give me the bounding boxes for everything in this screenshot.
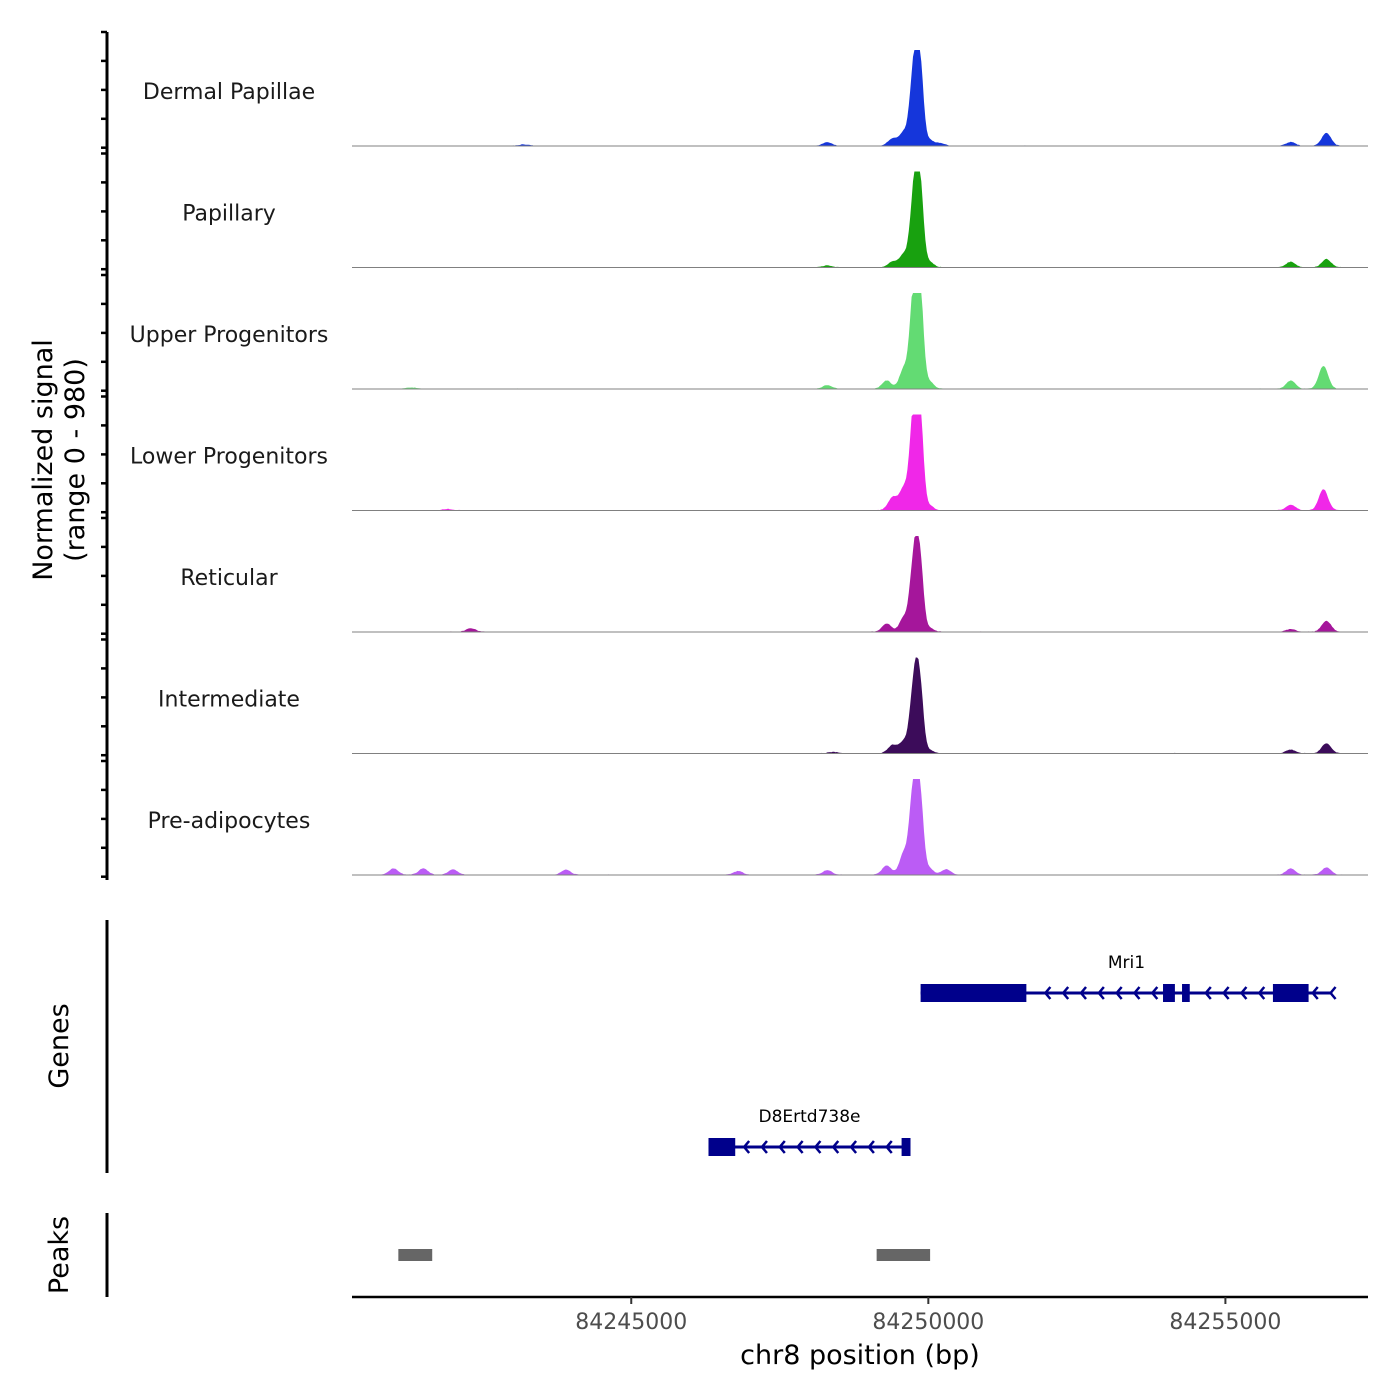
strand-arrow	[1204, 986, 1212, 1000]
track-label: Pre-adipocytes	[148, 809, 311, 834]
y-axis-title: Normalized signal (range 0 - 980)	[28, 339, 91, 581]
track-dermal-papillae: Dermal Papillae	[143, 50, 1368, 147]
track-label: Papillary	[182, 202, 276, 227]
peak-region	[876, 1249, 931, 1261]
signal-area	[381, 536, 1351, 632]
gene-label: D8Ertd738e	[758, 1107, 860, 1127]
gene-exon	[901, 1138, 911, 1156]
gene-exon	[920, 984, 1027, 1002]
track-papillary: Papillary	[182, 171, 1368, 268]
strand-arrow	[778, 1140, 786, 1154]
signal-area	[381, 293, 1351, 389]
track-intermediate: Intermediate	[158, 657, 1368, 754]
strand-arrow	[813, 1140, 822, 1154]
signal-area	[381, 414, 1351, 511]
strand-arrow	[849, 1140, 858, 1154]
strand-arrow	[831, 1140, 840, 1154]
strand-arrow	[742, 1140, 751, 1154]
strand-arrow	[1043, 986, 1052, 1000]
track-pre-adipocytes: Pre-adipocytes	[148, 779, 1368, 876]
gene-mri1: Mri1	[920, 953, 1337, 1002]
strand-arrow	[885, 1140, 893, 1154]
gene-exon	[1163, 984, 1175, 1002]
gene-exon	[1272, 984, 1309, 1002]
peak-region	[398, 1249, 433, 1261]
x-axis-ticks: 84245000 84250000 84255000	[575, 1297, 1281, 1335]
track-reticular: Reticular	[180, 536, 1368, 633]
gene-exon	[708, 1138, 736, 1156]
strand-arrow	[1239, 986, 1248, 1000]
signal-area	[381, 50, 1351, 146]
strand-arrow	[1150, 986, 1159, 1000]
peaks-axis-title: Peaks	[44, 1216, 75, 1294]
strand-arrow	[1115, 986, 1123, 1000]
x-axis: 84245000 84250000 84255000 chr8 position (…	[352, 1295, 1368, 1371]
genes-panel: Genes Mri1 D8Ertd738e	[44, 920, 1337, 1173]
gene-models: Mri1 D8Ertd738e	[708, 953, 1337, 1156]
y-axis-title-range: (range 0 - 980)	[60, 358, 91, 562]
signal-area	[381, 657, 1351, 754]
strand-arrow	[1257, 986, 1266, 1000]
gene-d8ertd738e: D8Ertd738e	[708, 1107, 911, 1156]
strand-arrow	[1097, 986, 1105, 1000]
strand-arrow	[1079, 986, 1087, 1000]
genes-axis-title: Genes	[44, 1003, 75, 1088]
track-lower-progenitors: Lower Progenitors	[130, 414, 1368, 511]
signal-tracks: Dermal Papillae Papillary Upper Progenitor…	[130, 50, 1368, 876]
strand-arrow	[760, 1140, 768, 1154]
strand-arrow	[1311, 986, 1319, 1000]
peak-regions	[398, 1249, 931, 1261]
strand-arrow	[1328, 986, 1337, 1000]
track-label: Intermediate	[158, 688, 300, 713]
x-tick-label: 84250000	[872, 1310, 984, 1335]
track-label: Lower Progenitors	[130, 445, 328, 470]
gene-label: Mri1	[1108, 953, 1145, 973]
track-label: Upper Progenitors	[130, 323, 329, 348]
y-axis-title-main: Normalized signal	[28, 339, 59, 581]
signal-area	[381, 779, 1351, 875]
x-axis-title: chr8 position (bp)	[740, 1340, 980, 1371]
strand-arrow	[867, 1140, 875, 1154]
strand-arrow	[1061, 986, 1070, 1000]
coverage-y-axis	[101, 30, 109, 880]
x-tick-label: 84255000	[1169, 1310, 1281, 1335]
gene-exon	[1182, 984, 1190, 1002]
track-upper-progenitors: Upper Progenitors	[130, 293, 1368, 390]
peaks-panel: Peaks	[44, 1213, 931, 1297]
x-tick-label: 84245000	[575, 1310, 687, 1335]
strand-arrow	[795, 1140, 804, 1154]
track-label: Dermal Papillae	[143, 80, 315, 105]
strand-arrow	[1221, 986, 1230, 1000]
track-label: Reticular	[180, 566, 278, 591]
strand-arrow	[1132, 986, 1141, 1000]
signal-area	[381, 171, 1351, 268]
